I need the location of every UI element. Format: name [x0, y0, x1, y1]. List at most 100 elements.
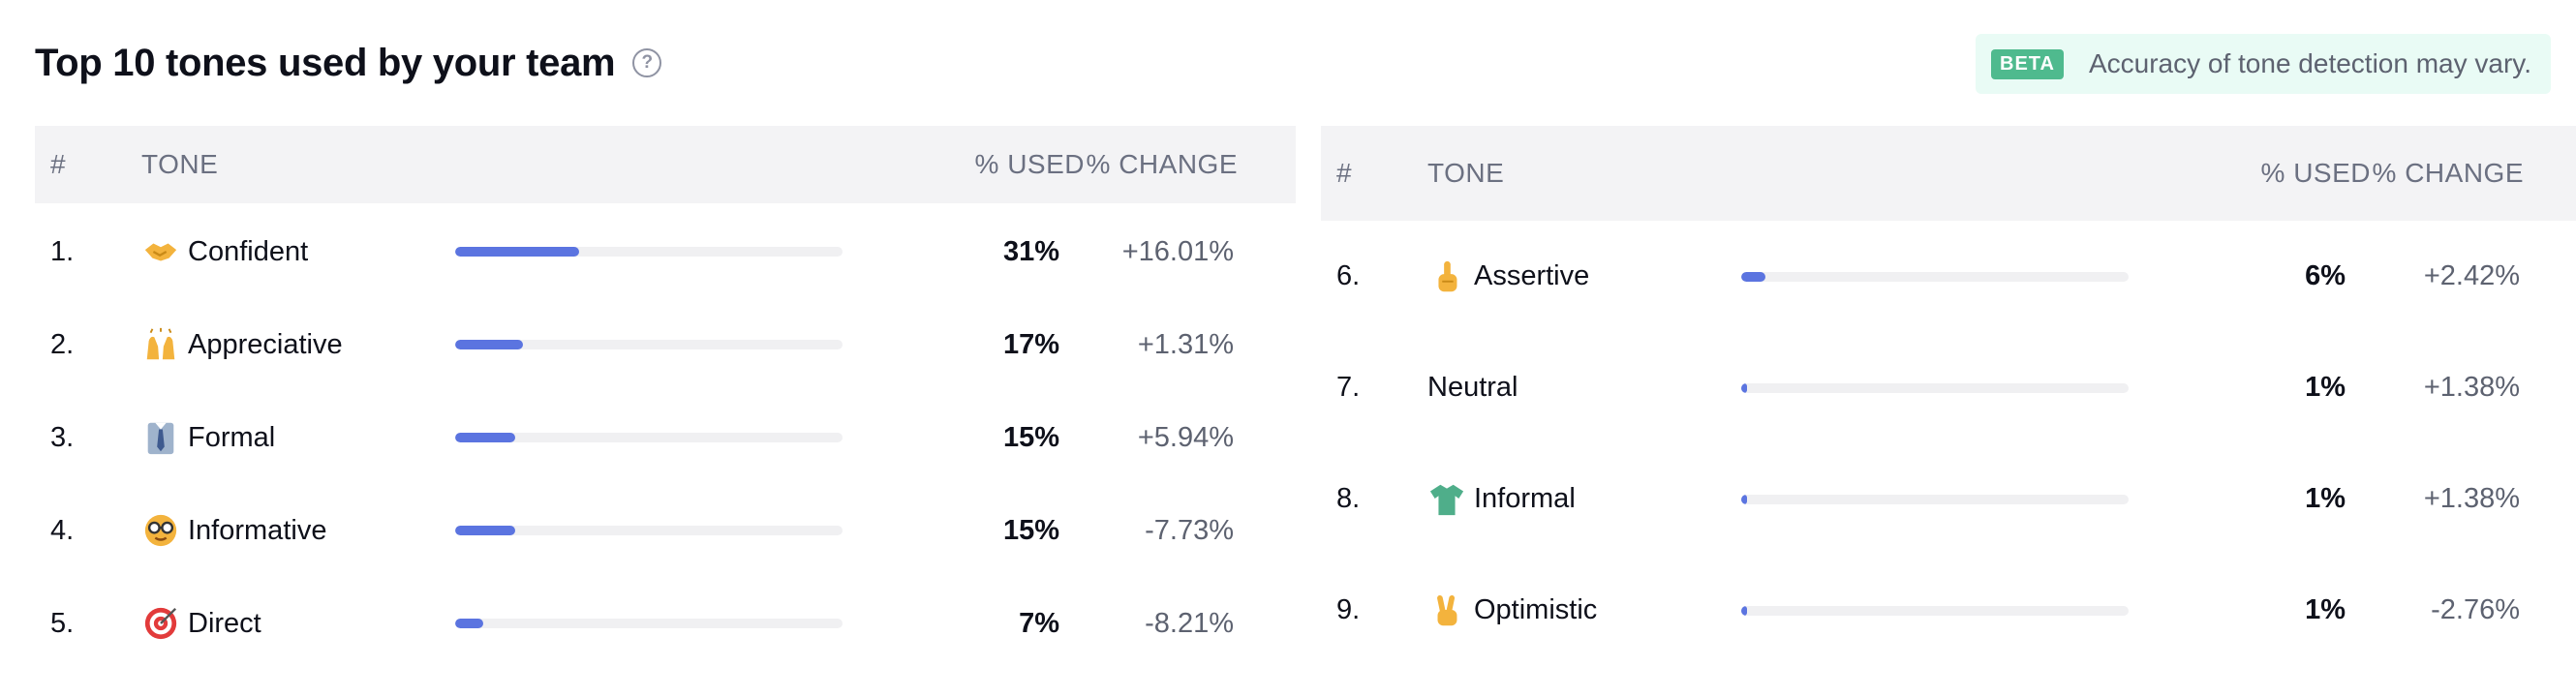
usage-bar-fill — [1741, 494, 1748, 504]
change-value: -2.76% — [2431, 594, 2520, 625]
used-value: 17% — [1002, 328, 1059, 360]
tone-label: Direct — [188, 607, 261, 639]
used-value: 15% — [1002, 514, 1059, 546]
notice-text: Accuracy of tone detection may vary. — [2088, 48, 2531, 78]
usage-bar-fill — [455, 526, 515, 535]
index-pointing-up-icon — [1427, 258, 1466, 296]
help-circle-icon[interactable]: ? — [632, 48, 662, 77]
section-header: Top 10 tones used by your team ? — [35, 29, 662, 97]
beta-badge: BETA — [1991, 48, 2064, 79]
row-number: 7. — [1336, 372, 1361, 403]
usage-bar-cell — [1741, 382, 2129, 393]
usage-bar-cell — [1741, 271, 2129, 282]
row-number: 9. — [1336, 594, 1361, 625]
table-body: 6. Assertive 6% +2.42% 7. Neutral 1% +1.38% 8. In… — [1321, 221, 2576, 666]
tone-label: Confident — [188, 235, 309, 267]
usage-bar-track — [455, 433, 843, 442]
usage-bar-cell — [455, 619, 843, 628]
column-header-change: % CHANGE — [2372, 158, 2524, 188]
table-body: 1. Confident 31% +16.01% 2. Appreciative 17% +1… — [35, 205, 1296, 670]
tone-label: Informative — [188, 514, 327, 546]
tone-label: Neutral — [1427, 372, 1518, 403]
usage-bar-fill — [455, 340, 524, 349]
column-header-num: # — [50, 149, 67, 179]
change-value: +1.31% — [1137, 328, 1234, 360]
tone-cell: Informative — [141, 511, 455, 550]
tone-label: Formal — [188, 421, 276, 453]
table-row: 3. Formal 15% +5.94% — [35, 391, 1296, 484]
usage-bar-cell — [1741, 605, 2129, 616]
tone-cell: Direct — [141, 604, 455, 643]
usage-bar-cell — [455, 247, 843, 257]
used-value: 6% — [2305, 260, 2346, 291]
change-value: +16.01% — [1121, 235, 1234, 267]
table-row: 1. Confident 31% +16.01% — [35, 205, 1296, 298]
usage-bar-fill — [455, 247, 579, 257]
usage-bar-track — [455, 619, 843, 628]
used-value: 7% — [1019, 607, 1059, 639]
change-value: +5.94% — [1137, 421, 1234, 453]
change-value: +1.38% — [2423, 372, 2520, 403]
usage-bar-track — [1741, 382, 2129, 393]
table-row: 6. Assertive 6% +2.42% — [1321, 221, 2576, 332]
used-value: 31% — [1002, 235, 1059, 267]
row-number: 6. — [1336, 260, 1361, 291]
change-value: +1.38% — [2423, 483, 2520, 514]
usage-bar-cell — [455, 526, 843, 535]
tone-cell: Assertive — [1427, 258, 1741, 296]
usage-bar-fill — [1741, 605, 1748, 616]
usage-bar-cell — [1741, 494, 2129, 504]
table-header: # TONE % USED % CHANGE — [35, 126, 1296, 203]
tone-label: Appreciative — [188, 328, 343, 360]
used-value: 1% — [2305, 594, 2346, 625]
row-number: 5. — [50, 607, 75, 639]
column-header-used: % USED — [974, 149, 1085, 179]
table-row: 2. Appreciative 17% +1.31% — [35, 298, 1296, 391]
change-value: +2.42% — [2423, 260, 2520, 291]
table-header: # TONE % USED % CHANGE — [1321, 126, 2576, 221]
row-number: 8. — [1336, 483, 1361, 514]
usage-bar-track — [1741, 271, 2129, 282]
column-header-tone: TONE — [141, 149, 219, 179]
used-value: 1% — [2305, 372, 2346, 403]
tone-label: Optimistic — [1474, 594, 1598, 625]
raising-hands-icon — [141, 325, 180, 364]
column-header-change: % CHANGE — [1086, 149, 1238, 179]
usage-bar-track — [455, 340, 843, 349]
row-number: 2. — [50, 328, 75, 360]
row-number: 3. — [50, 421, 75, 453]
nerd-face-icon — [141, 511, 180, 550]
table-row: 5. Direct 7% -8.21% — [35, 577, 1296, 670]
page-title: Top 10 tones used by your team — [35, 41, 616, 84]
tone-cell: Formal — [141, 418, 455, 457]
tone-cell: Confident — [141, 232, 455, 271]
tone-cell: Neutral — [1427, 372, 1741, 404]
change-value: -7.73% — [1145, 514, 1234, 546]
tone-label: Assertive — [1474, 260, 1590, 291]
column-header-num: # — [1336, 158, 1353, 188]
usage-bar-track — [1741, 494, 2129, 504]
column-header-used: % USED — [2260, 158, 2371, 188]
table-row: 7. Neutral 1% +1.38% — [1321, 332, 2576, 443]
necktie-icon — [141, 418, 180, 457]
tones-table-left: # TONE % USED % CHANGE 1. Confident 31% +16… — [35, 126, 1296, 670]
row-number: 1. — [50, 235, 75, 267]
handshake-icon — [141, 232, 180, 271]
tone-cell: Informal — [1427, 480, 1741, 519]
table-row: 4. Informative 15% -7.73% — [35, 484, 1296, 577]
usage-bar-track — [455, 247, 843, 257]
usage-bar-cell — [455, 433, 843, 442]
usage-bar-cell — [455, 340, 843, 349]
usage-bar-fill — [455, 433, 515, 442]
tone-cell: Appreciative — [141, 325, 455, 364]
usage-bar-fill — [455, 619, 483, 628]
direct-hit-icon — [141, 604, 180, 643]
table-row: 8. Informal 1% +1.38% — [1321, 443, 2576, 555]
usage-bar-fill — [1741, 382, 1748, 393]
change-value: -8.21% — [1145, 607, 1234, 639]
row-number: 4. — [50, 514, 75, 546]
column-header-tone: TONE — [1427, 158, 1505, 188]
t-shirt-icon — [1427, 480, 1466, 519]
used-value: 1% — [2305, 483, 2346, 514]
tone-label: Informal — [1474, 483, 1576, 514]
